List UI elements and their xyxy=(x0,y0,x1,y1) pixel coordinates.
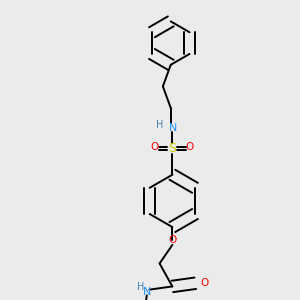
Text: O: O xyxy=(168,236,176,245)
Text: S: S xyxy=(168,142,176,155)
Text: O: O xyxy=(151,142,159,152)
Text: O: O xyxy=(200,278,208,288)
Text: O: O xyxy=(186,142,194,152)
Text: N: N xyxy=(169,122,178,133)
Text: N: N xyxy=(142,286,151,296)
Text: H: H xyxy=(156,120,163,130)
Text: H: H xyxy=(137,282,144,292)
